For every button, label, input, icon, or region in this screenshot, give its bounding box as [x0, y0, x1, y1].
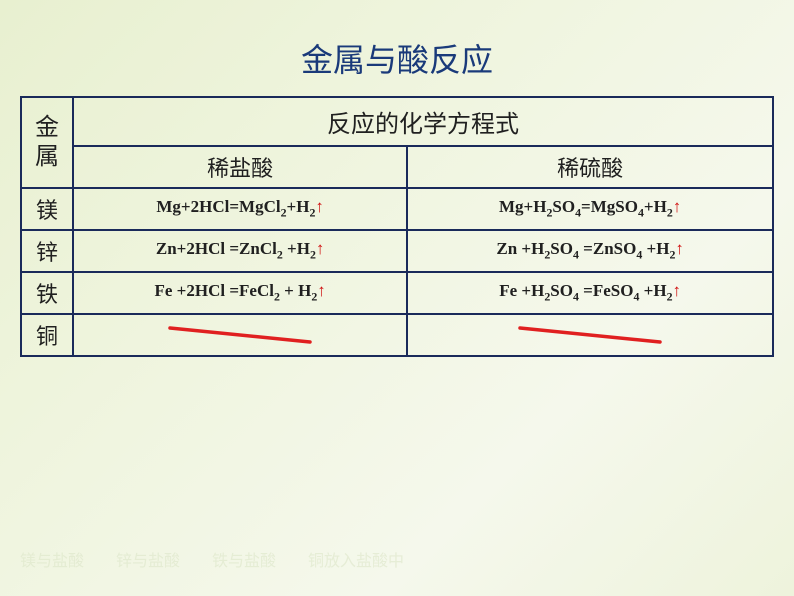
reaction-table: 金属 反应的化学方程式 稀盐酸 稀硫酸 镁 Mg+2HCl=MgCl2+H2↑ …	[20, 96, 774, 357]
gas-arrow-icon: ↑	[675, 239, 684, 258]
eq-mg-h2so4: Mg+H2SO4=MgSO4+H2↑	[407, 188, 773, 230]
page-title: 金属与酸反应	[0, 0, 794, 96]
footer-link-mg[interactable]: 镁与盐酸	[20, 553, 84, 570]
metal-column-header: 金属	[21, 97, 73, 188]
table-header-row-1: 金属 反应的化学方程式	[21, 97, 773, 146]
table-row-cu: 铜	[21, 314, 773, 356]
footer-link-zn[interactable]: 锌与盐酸	[116, 553, 180, 570]
gas-arrow-icon: ↑	[673, 281, 682, 300]
metal-zn: 锌	[21, 230, 73, 272]
reaction-table-container: 金属 反应的化学方程式 稀盐酸 稀硫酸 镁 Mg+2HCl=MgCl2+H2↑ …	[20, 96, 774, 357]
metal-cu: 铜	[21, 314, 73, 356]
table-row-zn: 锌 Zn+2HCl =ZnCl2 +H2↑ Zn +H2SO4 =ZnSO4 +…	[21, 230, 773, 272]
eq-fe-hcl: Fe +2HCl =FeCl2 + H2↑	[73, 272, 407, 314]
eq-cu-h2so4-empty	[407, 314, 773, 356]
h2so4-header: 稀硫酸	[407, 146, 773, 188]
table-row-mg: 镁 Mg+2HCl=MgCl2+H2↑ Mg+H2SO4=MgSO4+H2↑	[21, 188, 773, 230]
eq-zn-hcl: Zn+2HCl =ZnCl2 +H2↑	[73, 230, 407, 272]
table-header-row-2: 稀盐酸 稀硫酸	[21, 146, 773, 188]
eq-mg-hcl: Mg+2HCl=MgCl2+H2↑	[73, 188, 407, 230]
metal-fe: 铁	[21, 272, 73, 314]
equation-column-header: 反应的化学方程式	[73, 97, 773, 146]
gas-arrow-icon: ↑	[673, 197, 682, 216]
eq-cu-hcl-empty	[73, 314, 407, 356]
no-reaction-strike-icon	[165, 325, 315, 345]
footer-link-fe[interactable]: 铁与盐酸	[212, 553, 276, 570]
no-reaction-strike-icon	[515, 325, 665, 345]
gas-arrow-icon: ↑	[316, 239, 325, 258]
table-row-fe: 铁 Fe +2HCl =FeCl2 + H2↑ Fe +H2SO4 =FeSO4…	[21, 272, 773, 314]
footer-link-cu[interactable]: 铜放入盐酸中	[308, 553, 404, 570]
eq-fe-h2so4: Fe +H2SO4 =FeSO4 +H2↑	[407, 272, 773, 314]
gas-arrow-icon: ↑	[317, 281, 326, 300]
eq-zn-h2so4: Zn +H2SO4 =ZnSO4 +H2↑	[407, 230, 773, 272]
gas-arrow-icon: ↑	[315, 197, 324, 216]
footer-links: 镁与盐酸 锌与盐酸 铁与盐酸 铜放入盐酸中	[20, 547, 432, 571]
hcl-header: 稀盐酸	[73, 146, 407, 188]
metal-mg: 镁	[21, 188, 73, 230]
metal-header-text: 金属	[35, 115, 59, 170]
